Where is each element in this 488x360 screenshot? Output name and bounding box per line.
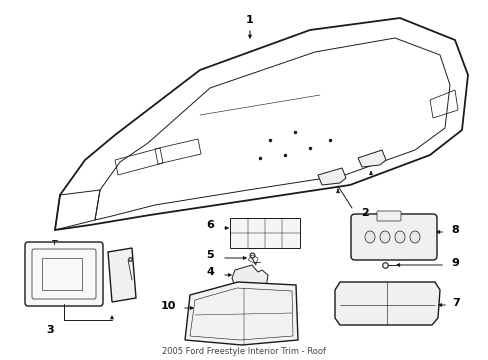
Text: 8: 8 <box>450 225 458 235</box>
Ellipse shape <box>405 290 413 296</box>
Text: 1: 1 <box>245 15 253 25</box>
Text: 6: 6 <box>205 220 214 230</box>
Ellipse shape <box>339 171 346 175</box>
Polygon shape <box>357 150 385 167</box>
Ellipse shape <box>379 153 386 158</box>
Ellipse shape <box>394 231 404 243</box>
Polygon shape <box>334 282 439 325</box>
Ellipse shape <box>365 290 373 296</box>
FancyBboxPatch shape <box>229 218 299 248</box>
Text: 2005 Ford Freestyle Interior Trim - Roof: 2005 Ford Freestyle Interior Trim - Roof <box>162 347 325 356</box>
Ellipse shape <box>409 231 419 243</box>
Text: 4: 4 <box>205 267 214 277</box>
Text: 7: 7 <box>451 298 459 308</box>
Ellipse shape <box>417 290 425 296</box>
Polygon shape <box>55 18 467 230</box>
Ellipse shape <box>364 231 374 243</box>
Polygon shape <box>317 168 346 185</box>
Polygon shape <box>184 282 297 345</box>
Polygon shape <box>231 265 267 294</box>
Polygon shape <box>240 293 254 312</box>
Polygon shape <box>108 248 136 302</box>
Text: 2: 2 <box>360 208 368 218</box>
Text: 5: 5 <box>206 250 213 260</box>
Ellipse shape <box>353 290 361 296</box>
FancyBboxPatch shape <box>376 211 400 221</box>
Text: 9: 9 <box>450 258 458 268</box>
Ellipse shape <box>379 231 389 243</box>
Text: 10: 10 <box>160 301 175 311</box>
Polygon shape <box>258 288 269 308</box>
Text: 3: 3 <box>46 325 54 335</box>
FancyBboxPatch shape <box>25 242 103 306</box>
FancyBboxPatch shape <box>350 214 436 260</box>
